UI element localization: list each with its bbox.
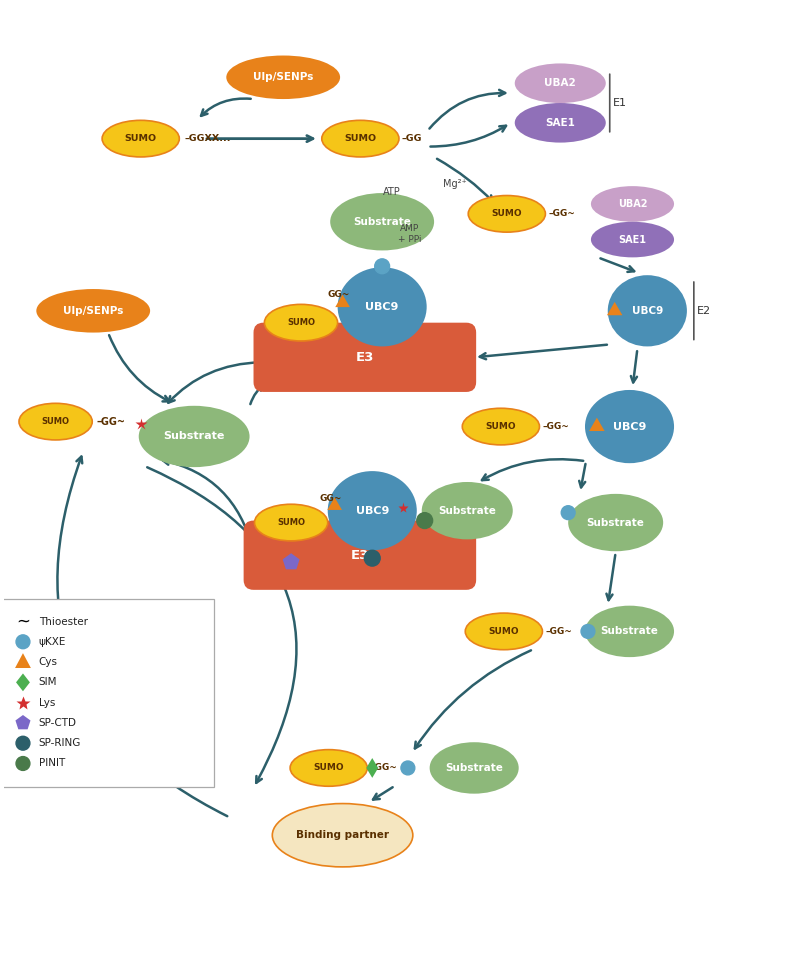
Circle shape xyxy=(364,551,380,566)
Polygon shape xyxy=(16,674,30,691)
Ellipse shape xyxy=(585,605,674,657)
Polygon shape xyxy=(607,302,623,315)
Circle shape xyxy=(16,736,30,751)
Ellipse shape xyxy=(607,275,687,346)
Circle shape xyxy=(16,635,30,649)
Text: SUMO: SUMO xyxy=(287,318,315,327)
Text: UBC9: UBC9 xyxy=(356,505,389,516)
Ellipse shape xyxy=(591,186,674,222)
Circle shape xyxy=(581,625,595,638)
Text: SUMO: SUMO xyxy=(42,417,70,426)
Text: –GG~: –GG~ xyxy=(543,422,569,431)
Text: SUMO: SUMO xyxy=(345,135,376,143)
Text: UBC9: UBC9 xyxy=(632,306,663,316)
Text: Ulp/SENPs: Ulp/SENPs xyxy=(63,306,124,316)
Polygon shape xyxy=(589,418,604,431)
Ellipse shape xyxy=(265,305,337,341)
Ellipse shape xyxy=(330,193,434,251)
Ellipse shape xyxy=(227,56,340,99)
Text: E1: E1 xyxy=(613,98,626,108)
Ellipse shape xyxy=(585,390,674,463)
Text: E2: E2 xyxy=(697,306,710,316)
Text: E3: E3 xyxy=(356,351,375,364)
Text: UBA2: UBA2 xyxy=(544,78,576,88)
Circle shape xyxy=(16,756,30,771)
Text: Ulp/SENPs: Ulp/SENPs xyxy=(253,72,314,83)
Text: E3: E3 xyxy=(351,549,370,562)
Text: SUMO: SUMO xyxy=(314,763,344,773)
Text: –GG: –GG xyxy=(402,135,422,143)
Text: Cys: Cys xyxy=(39,657,58,667)
Ellipse shape xyxy=(468,195,546,233)
Circle shape xyxy=(401,761,415,775)
Ellipse shape xyxy=(19,404,92,440)
Text: SUMO: SUMO xyxy=(485,422,516,431)
Circle shape xyxy=(417,512,432,529)
Ellipse shape xyxy=(463,408,539,445)
Text: –GG~: –GG~ xyxy=(96,417,125,427)
FancyBboxPatch shape xyxy=(2,599,214,787)
Text: Substrate: Substrate xyxy=(587,518,645,528)
Ellipse shape xyxy=(337,267,427,346)
Text: SAE1: SAE1 xyxy=(546,118,575,128)
Polygon shape xyxy=(15,653,31,668)
Ellipse shape xyxy=(515,103,606,142)
Text: Substrate: Substrate xyxy=(163,431,225,441)
Text: Thioester: Thioester xyxy=(39,617,88,627)
Text: PINIT: PINIT xyxy=(39,758,65,769)
Ellipse shape xyxy=(515,63,606,103)
Ellipse shape xyxy=(139,406,249,467)
Text: –GGXX...: –GGXX... xyxy=(185,135,230,143)
Text: GG~: GG~ xyxy=(327,290,350,300)
Text: Substrate: Substrate xyxy=(445,763,503,773)
Text: Substrate: Substrate xyxy=(600,627,658,636)
Polygon shape xyxy=(15,715,31,729)
Ellipse shape xyxy=(591,222,674,258)
Ellipse shape xyxy=(421,482,512,539)
Ellipse shape xyxy=(322,120,399,157)
Text: SIM: SIM xyxy=(39,678,57,687)
Polygon shape xyxy=(367,758,379,777)
Text: SUMO: SUMO xyxy=(124,135,157,143)
Ellipse shape xyxy=(328,471,417,551)
Text: SUMO: SUMO xyxy=(277,518,305,527)
Ellipse shape xyxy=(290,750,367,786)
Text: SUMO: SUMO xyxy=(489,627,520,636)
Text: UBC9: UBC9 xyxy=(613,422,646,431)
Text: Mg²⁺: Mg²⁺ xyxy=(443,179,466,189)
Text: Binding partner: Binding partner xyxy=(296,830,389,840)
Text: ~: ~ xyxy=(16,612,30,630)
Text: Lys: Lys xyxy=(39,698,55,707)
Text: –GG~: –GG~ xyxy=(371,763,397,773)
Text: SP-CTD: SP-CTD xyxy=(39,718,77,727)
Ellipse shape xyxy=(272,803,413,867)
Text: ATP: ATP xyxy=(383,187,401,197)
Text: Substrate: Substrate xyxy=(353,217,411,227)
Ellipse shape xyxy=(568,494,663,552)
Text: UBC9: UBC9 xyxy=(365,302,399,312)
Ellipse shape xyxy=(102,120,179,157)
Text: ψKXE: ψKXE xyxy=(39,637,67,647)
Text: –GG~: –GG~ xyxy=(546,627,573,636)
FancyBboxPatch shape xyxy=(253,323,476,392)
Text: AMP
+ PPi: AMP + PPi xyxy=(398,224,421,244)
Ellipse shape xyxy=(429,742,519,794)
Text: GG~: GG~ xyxy=(319,494,342,504)
Text: Substrate: Substrate xyxy=(438,505,496,516)
Ellipse shape xyxy=(254,505,328,541)
Text: SAE1: SAE1 xyxy=(619,234,646,244)
Ellipse shape xyxy=(465,613,543,650)
Polygon shape xyxy=(335,294,350,308)
Circle shape xyxy=(562,505,575,520)
FancyBboxPatch shape xyxy=(244,521,476,590)
Polygon shape xyxy=(327,498,342,510)
Text: UBA2: UBA2 xyxy=(618,199,647,209)
Text: SP-RING: SP-RING xyxy=(39,738,81,749)
Text: –GG~: –GG~ xyxy=(548,209,575,218)
Circle shape xyxy=(375,259,390,274)
Text: SUMO: SUMO xyxy=(492,209,522,218)
Polygon shape xyxy=(283,554,299,569)
Ellipse shape xyxy=(36,289,150,333)
